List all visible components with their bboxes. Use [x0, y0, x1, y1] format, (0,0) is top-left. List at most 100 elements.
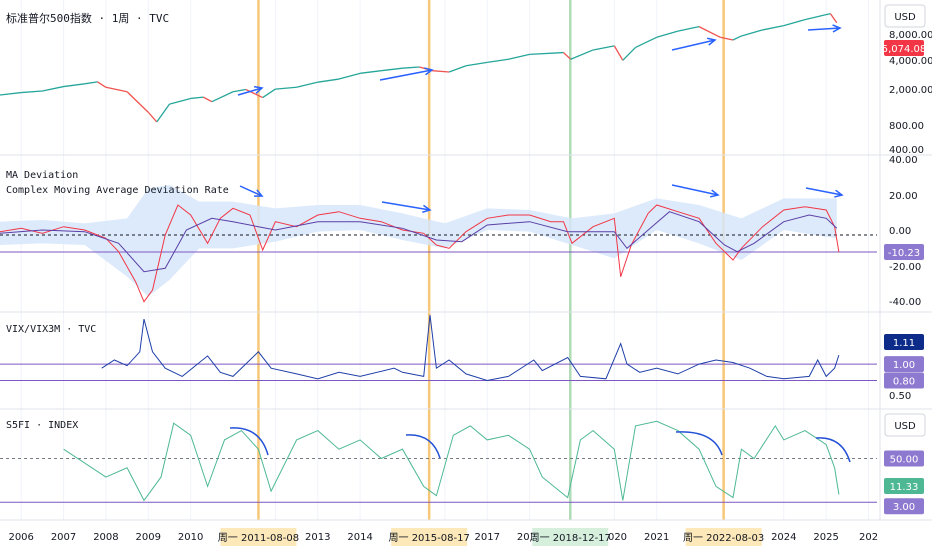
- deviation-tick-label: -40.00: [889, 297, 921, 308]
- price-last-value-bg: [884, 40, 924, 56]
- time-tick-label: 2025: [813, 532, 838, 543]
- vix-level-label: 1.00: [893, 360, 915, 371]
- deviation-arrow-0-head: [253, 189, 264, 197]
- deviation-ma-line: [0, 211, 838, 273]
- price-tick-label: 2,000.00: [889, 85, 932, 96]
- price-segment: [804, 12, 831, 21]
- price-segment: [317, 78, 340, 83]
- vix-tick-label: 0.50: [889, 391, 911, 402]
- pane-dividers: [0, 0, 932, 521]
- price-segment: [487, 58, 509, 64]
- deviation-arrow-1-head: [422, 204, 432, 213]
- time-tick-label: 2017: [474, 532, 499, 543]
- price-segment: [21, 90, 43, 94]
- time-tick-label: 2008: [93, 532, 118, 543]
- vix-level-label-bg: [884, 372, 924, 389]
- deviation-arrow-2: [671, 184, 719, 196]
- price-segment: [622, 47, 636, 61]
- price-segment: [448, 65, 467, 73]
- price-segment: [275, 86, 297, 90]
- deviation-last-value: -10.23: [888, 248, 920, 259]
- price-segment: [139, 103, 149, 113]
- price-arrow-2-head: [707, 37, 717, 46]
- marker-date-bg-3: [685, 528, 762, 546]
- price-segment: [563, 52, 572, 60]
- currency-label-price: USD: [894, 12, 916, 23]
- price-segment: [570, 49, 594, 60]
- time-tick-label: 2018: [517, 532, 542, 543]
- price-arrow-1: [379, 69, 433, 81]
- vix-level-label: 0.80: [893, 376, 915, 387]
- deviation-arrow-1: [381, 201, 431, 211]
- deviation-tick-label: 0.00: [889, 226, 911, 237]
- series-layer: [0, 12, 877, 503]
- s5fi-arc-1: [405, 434, 441, 459]
- deviation-line: [0, 204, 840, 303]
- price-segment: [829, 13, 838, 24]
- pane1-title: 标准普尔500指数 · 1周 · TVC: [6, 11, 169, 25]
- price-segment: [232, 88, 246, 93]
- price-segment: [97, 81, 107, 88]
- price-segment: [508, 53, 530, 60]
- deviation-arrow-3: [805, 187, 843, 196]
- time-scale[interactable]: 2006200720082009201020122013201420162017…: [8, 528, 878, 546]
- price-segment: [720, 36, 734, 41]
- pane4-title: S5FI · INDEX: [6, 420, 78, 431]
- s5fi-last-value-bg: [884, 478, 924, 494]
- s5fi-line: [63, 420, 840, 502]
- price-tick-label: 4,000.00: [889, 56, 932, 67]
- price-arrow-0-head: [253, 85, 264, 94]
- price-segment: [360, 70, 382, 74]
- currency-button-s5fi[interactable]: USD: [884, 413, 926, 437]
- s5fi-floor-label: 3.00: [893, 502, 915, 513]
- pane2-subtitle: Complex Moving Average Deviation Rate: [6, 185, 229, 196]
- time-tick-label: 2014: [347, 532, 372, 543]
- price-arrow-0: [237, 87, 263, 96]
- deviation-tick-label: 40.00: [889, 155, 918, 166]
- price-segment: [783, 19, 806, 27]
- price-segment: [0, 91, 22, 96]
- marker-date-label-0: 周一 2011-08-08: [218, 532, 299, 544]
- deviation-arrow-3-head: [834, 189, 844, 198]
- marker-date-bg-2: [532, 528, 609, 546]
- time-tick-label: 2021: [644, 532, 669, 543]
- price-segment: [203, 96, 213, 103]
- grid: [20, 0, 870, 520]
- deviation-last-value-bg: [884, 244, 924, 261]
- price-segment: [42, 85, 64, 92]
- marker-date-bg-0: [220, 528, 297, 546]
- deviation-tick-label: -20.00: [889, 262, 921, 273]
- vix-level-label-bg: [884, 356, 924, 373]
- currency-button-price[interactable]: USD: [884, 4, 926, 28]
- price-segment: [677, 25, 700, 32]
- price-arrow-3-head: [832, 24, 842, 33]
- time-tick-label: 2024: [771, 532, 796, 543]
- s5fi-arc-3: [815, 437, 851, 463]
- price-segment: [211, 91, 234, 103]
- price-tick-label: 400.00: [889, 145, 924, 156]
- vix-last-value: 1.11: [893, 338, 915, 349]
- s5fi-level-label: 50.00: [890, 455, 919, 466]
- deviation-arrow-0: [239, 185, 263, 197]
- price-segment: [762, 24, 784, 31]
- price-segment: [432, 70, 450, 73]
- deviation-envelope: [0, 185, 837, 297]
- price-last-value: 5,074.08: [882, 44, 927, 55]
- price-segment: [63, 83, 85, 88]
- price-scale[interactable]: 8,000.00 4,000.00 2,000.00 800.00 400.00 5,07…: [882, 30, 932, 515]
- price-segment: [262, 88, 276, 99]
- deviation-arrow-2-head: [710, 189, 720, 198]
- price-segment: [381, 67, 403, 72]
- s5fi-last-value: 11.33: [890, 482, 919, 493]
- price-arrow-1-head: [424, 67, 434, 76]
- annotation-layer: [229, 24, 851, 463]
- date-markers: [257, 0, 725, 520]
- price-segment: [156, 103, 170, 123]
- time-tick-label: 2009: [136, 532, 161, 543]
- pane2-title: MA Deviation: [6, 170, 78, 181]
- marker-date-bg-1: [391, 528, 468, 546]
- time-tick-label: 2013: [305, 532, 330, 543]
- marker-date-label-2: 周一 2018-12-17: [530, 532, 611, 544]
- price-segment: [732, 35, 742, 41]
